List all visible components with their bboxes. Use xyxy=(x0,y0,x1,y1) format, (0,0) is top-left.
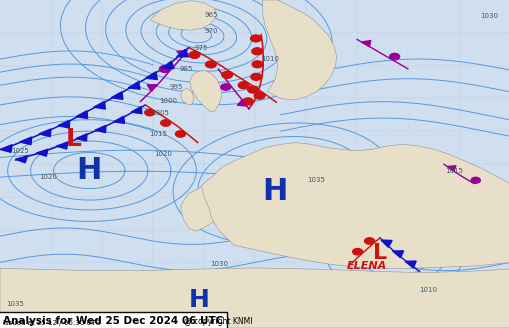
Text: 995: 995 xyxy=(169,84,182,90)
Circle shape xyxy=(250,73,261,80)
Text: 1025: 1025 xyxy=(12,148,29,154)
Polygon shape xyxy=(58,120,69,128)
Polygon shape xyxy=(262,0,336,100)
Text: 970: 970 xyxy=(205,28,218,34)
Circle shape xyxy=(242,98,253,105)
Text: ELENA: ELENA xyxy=(347,261,386,271)
Text: 1035: 1035 xyxy=(306,177,325,183)
Circle shape xyxy=(238,82,248,89)
Polygon shape xyxy=(76,111,88,118)
Polygon shape xyxy=(145,72,157,79)
Polygon shape xyxy=(95,125,106,133)
Polygon shape xyxy=(392,251,403,258)
Polygon shape xyxy=(39,129,51,137)
Polygon shape xyxy=(131,107,142,114)
Text: Issued at 25-12 / 06:30 UTC: Issued at 25-12 / 06:30 UTC xyxy=(3,306,100,326)
Circle shape xyxy=(253,92,264,99)
Text: 975: 975 xyxy=(194,45,208,51)
Polygon shape xyxy=(162,61,174,69)
Circle shape xyxy=(352,249,362,255)
Circle shape xyxy=(250,35,261,42)
Text: 1035: 1035 xyxy=(6,301,24,307)
Polygon shape xyxy=(380,240,391,247)
Polygon shape xyxy=(94,101,105,109)
Text: 1030: 1030 xyxy=(210,261,228,267)
Circle shape xyxy=(220,84,230,90)
Polygon shape xyxy=(404,261,415,268)
Text: 1010: 1010 xyxy=(261,56,279,62)
Circle shape xyxy=(251,61,262,68)
Polygon shape xyxy=(20,137,32,145)
Circle shape xyxy=(364,238,374,244)
Text: 1000: 1000 xyxy=(159,98,177,104)
Polygon shape xyxy=(361,40,370,47)
Polygon shape xyxy=(36,149,48,156)
Polygon shape xyxy=(15,156,27,163)
Polygon shape xyxy=(76,134,87,141)
Text: 1015: 1015 xyxy=(444,168,462,174)
Polygon shape xyxy=(111,92,123,99)
Text: H: H xyxy=(188,288,209,312)
Text: 985: 985 xyxy=(179,66,192,72)
Circle shape xyxy=(205,61,216,68)
Circle shape xyxy=(221,72,232,78)
Text: Analysis for Wed 25 Dec 2024 06 UTC: Analysis for Wed 25 Dec 2024 06 UTC xyxy=(3,317,222,326)
Circle shape xyxy=(159,66,170,72)
Text: L: L xyxy=(66,127,82,152)
Text: @ copyright KNMI: @ copyright KNMI xyxy=(183,318,251,326)
Polygon shape xyxy=(180,89,193,105)
Circle shape xyxy=(470,177,479,183)
Polygon shape xyxy=(0,268,509,328)
Circle shape xyxy=(160,120,171,126)
Text: 1020: 1020 xyxy=(154,151,172,157)
Polygon shape xyxy=(0,145,12,153)
Text: 1005: 1005 xyxy=(151,110,169,116)
Polygon shape xyxy=(201,143,509,268)
Polygon shape xyxy=(147,85,157,91)
Polygon shape xyxy=(176,50,188,57)
Polygon shape xyxy=(177,50,186,57)
Polygon shape xyxy=(446,166,455,171)
Polygon shape xyxy=(150,1,216,30)
Polygon shape xyxy=(181,185,232,231)
Text: H: H xyxy=(76,156,102,185)
Text: L: L xyxy=(372,243,386,262)
Circle shape xyxy=(247,86,258,93)
Circle shape xyxy=(145,110,154,116)
Polygon shape xyxy=(56,142,68,149)
Circle shape xyxy=(175,131,185,137)
Text: 1015: 1015 xyxy=(149,132,167,137)
Text: 965: 965 xyxy=(205,12,218,18)
Text: 1030: 1030 xyxy=(479,13,498,19)
Polygon shape xyxy=(114,116,124,123)
Text: 1010: 1010 xyxy=(418,287,437,293)
Polygon shape xyxy=(237,100,246,106)
Circle shape xyxy=(189,51,200,58)
Circle shape xyxy=(251,48,262,55)
Polygon shape xyxy=(128,82,140,89)
Polygon shape xyxy=(189,71,221,112)
Text: H: H xyxy=(262,177,288,206)
Circle shape xyxy=(389,53,399,60)
Text: 1020: 1020 xyxy=(39,174,58,180)
